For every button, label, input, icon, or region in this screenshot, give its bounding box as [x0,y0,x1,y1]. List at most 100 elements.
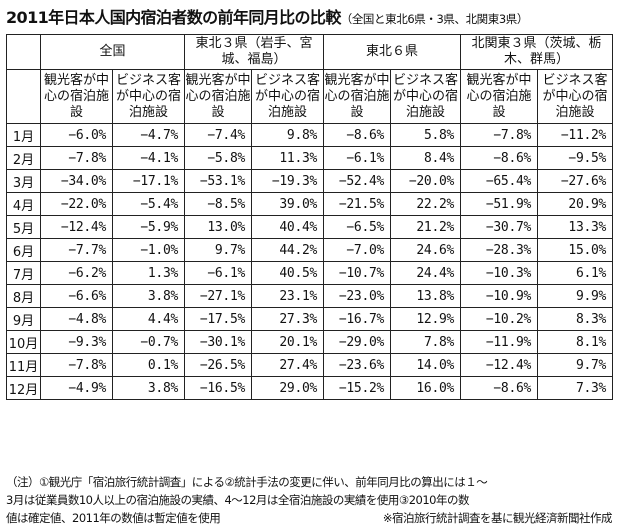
value-cell: 13.8% [390,284,462,308]
value-cell: −27.1% [184,284,253,308]
table-row: 10月 −9.3% −0.7% −30.1% 20.1% −29.0% 7.8% −11.9%… [6,330,614,354]
value-cell: 13.0% [184,215,253,239]
group-header-row: 全国 東北３県（岩手、宮城、福島） 東北６県 北関東３県（茨城、栃木、群馬） [6,34,614,70]
month-cell: 4月 [6,192,41,216]
value-cell: 6.1% [537,261,614,285]
month-cell: 10月 [6,330,41,354]
value-cell: 3.8% [111,284,186,308]
value-cell: −20.0% [390,169,462,193]
value-cell: 15.0% [537,238,614,262]
value-cell: −19.3% [251,169,325,193]
value-cell: −23.0% [323,284,392,308]
value-cell: −34.0% [40,169,113,193]
value-cell: −28.3% [460,238,539,262]
value-cell: −11.9% [460,330,539,354]
value-cell: −9.5% [537,146,614,170]
value-cell: −8.5% [184,192,253,216]
value-cell: −21.5% [323,192,392,216]
value-cell: −16.7% [323,307,392,331]
table-body: 1月 −6.0% −4.7% −7.4% 9.8% −8.6% 5.8% −7.8% −11.2… [6,123,614,400]
value-cell: 9.7% [184,238,253,262]
month-cell: 3月 [6,169,41,193]
sub-header-tourism: 観光客が中心の宿泊施設 [323,69,392,124]
value-cell: 39.0% [251,192,325,216]
value-cell: −7.4% [184,123,253,147]
month-cell: 6月 [6,238,41,262]
value-cell: −12.4% [40,215,113,239]
sub-header-tourism: 観光客が中心の宿泊施設 [184,69,253,124]
value-cell: −5.9% [111,215,186,239]
title-sub: （全国と東北6県・3県、北関東3県） [340,12,529,26]
table-row: 5月 −12.4% −5.9% 13.0% 40.4% −6.5% 21.2% −30.7% 1… [6,215,614,239]
value-cell: −11.2% [537,123,614,147]
value-cell: 27.4% [251,353,325,377]
value-cell: 9.8% [251,123,325,147]
value-cell: 5.8% [390,123,462,147]
value-cell: 22.2% [390,192,462,216]
value-cell: −1.0% [111,238,186,262]
value-cell: 23.1% [251,284,325,308]
table-row: 7月 −6.2% 1.3% −6.1% 40.5% −10.7% 24.4% −10.3% 6.… [6,261,614,285]
value-cell: −7.8% [460,123,539,147]
month-cell: 11月 [6,353,41,377]
value-cell: 0.1% [111,353,186,377]
value-cell: −30.1% [184,330,253,354]
value-cell: 1.3% [111,261,186,285]
corner-cell [6,34,41,70]
sub-header-business: ビジネス客が中心の宿泊施設 [390,69,462,124]
footnotes: （注）①観光庁「宿泊旅行統計調査」による②統計手法の変更に伴い、前年同月比の算出… [6,473,612,527]
table-row: 1月 −6.0% −4.7% −7.4% 9.8% −8.6% 5.8% −7.8% −11.2… [6,123,614,147]
value-cell: 7.8% [390,330,462,354]
value-cell: −7.8% [40,353,113,377]
value-cell: −52.4% [323,169,392,193]
value-cell: −6.2% [40,261,113,285]
comparison-table: 全国 東北３県（岩手、宮城、福島） 東北６県 北関東３県（茨城、栃木、群馬） 観… [6,34,614,400]
value-cell: −7.8% [40,146,113,170]
month-cell: 7月 [6,261,41,285]
value-cell: −51.9% [460,192,539,216]
value-cell: 29.0% [251,376,325,400]
value-cell: 8.4% [390,146,462,170]
value-cell: −5.8% [184,146,253,170]
group-header-tohoku3: 東北３県（岩手、宮城、福島） [184,34,325,70]
group-header-kitakanto3: 北関東３県（茨城、栃木、群馬） [460,34,614,70]
value-cell: −4.7% [111,123,186,147]
value-cell: 3.8% [111,376,186,400]
value-cell: −9.3% [40,330,113,354]
footnote-line: 値は確定値、2011年の数値は暫定値を使用 ※宿泊旅行統計調査を基に観光経済新聞社… [6,509,612,527]
value-cell: 9.7% [537,353,614,377]
value-cell: −53.1% [184,169,253,193]
value-cell: −6.1% [184,261,253,285]
value-cell: 11.3% [251,146,325,170]
value-cell: 20.9% [537,192,614,216]
value-cell: −7.7% [40,238,113,262]
value-cell: 21.2% [390,215,462,239]
group-header-tohoku6: 東北６県 [323,34,462,70]
value-cell: 13.3% [537,215,614,239]
table-row: 12月 −4.9% 3.8% −16.5% 29.0% −15.2% 16.0% −8.6% 7… [6,376,614,400]
value-cell: −10.3% [460,261,539,285]
table-row: 6月 −7.7% −1.0% 9.7% 44.2% −7.0% 24.6% −28.3% 15.… [6,238,614,262]
month-cell: 1月 [6,123,41,147]
footnote-line: 3月は従業員数10人以上の宿泊施設の実績、4～12月は全宿泊施設の実績を使用③2… [6,493,469,507]
month-cell: 12月 [6,376,41,400]
value-cell: −65.4% [460,169,539,193]
table-row: 2月 −7.8% −4.1% −5.8% 11.3% −6.1% 8.4% −8.6% −9.5… [6,146,614,170]
value-cell: −4.1% [111,146,186,170]
value-cell: −8.6% [460,376,539,400]
value-cell: −6.6% [40,284,113,308]
table-row: 4月 −22.0% −5.4% −8.5% 39.0% −21.5% 22.2% −51.9%… [6,192,614,216]
value-cell: −6.0% [40,123,113,147]
value-cell: −7.0% [323,238,392,262]
month-cell: 2月 [6,146,41,170]
value-cell: 12.9% [390,307,462,331]
value-cell: −23.6% [323,353,392,377]
table-row: 9月 −4.8% 4.4% −17.5% 27.3% −16.7% 12.9% −10.2% 8… [6,307,614,331]
value-cell: −6.1% [323,146,392,170]
sub-header-business: ビジネス客が中心の宿泊施設 [537,69,614,124]
value-cell: −6.5% [323,215,392,239]
value-cell: −4.8% [40,307,113,331]
value-cell: 24.6% [390,238,462,262]
value-cell: 20.1% [251,330,325,354]
